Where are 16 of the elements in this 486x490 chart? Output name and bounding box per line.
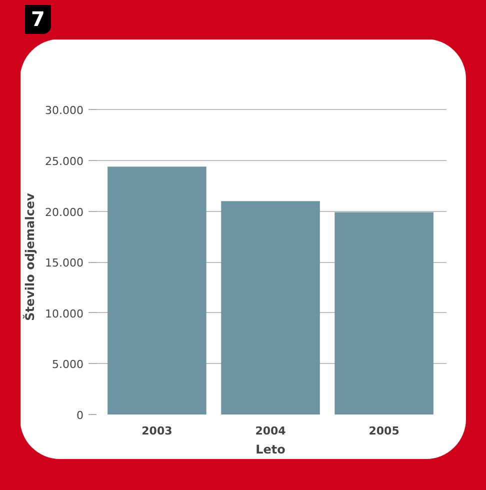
y-tick-label: 30.000: [45, 104, 84, 117]
y-tick-label: 5.000: [52, 358, 84, 371]
bar: [221, 200, 320, 414]
y-tick-label: 10.000: [45, 306, 84, 320]
bar: [108, 166, 206, 414]
x-tick-label: 2004: [255, 424, 286, 438]
y-tick-label: 20.000: [45, 205, 84, 218]
bar: [334, 212, 434, 414]
y-tick-label: 25.000: [45, 154, 84, 168]
text: 7: [31, 6, 45, 33]
y-tick-label: 0: [76, 408, 84, 422]
y-tick-label: 15.000: [45, 256, 84, 270]
y-axis-title: Število odjemalcev: [22, 192, 38, 320]
x-tick-label: 2003: [142, 424, 172, 438]
x-tick-label: 2005: [368, 424, 400, 438]
x-axis-title: Leto: [256, 442, 286, 456]
